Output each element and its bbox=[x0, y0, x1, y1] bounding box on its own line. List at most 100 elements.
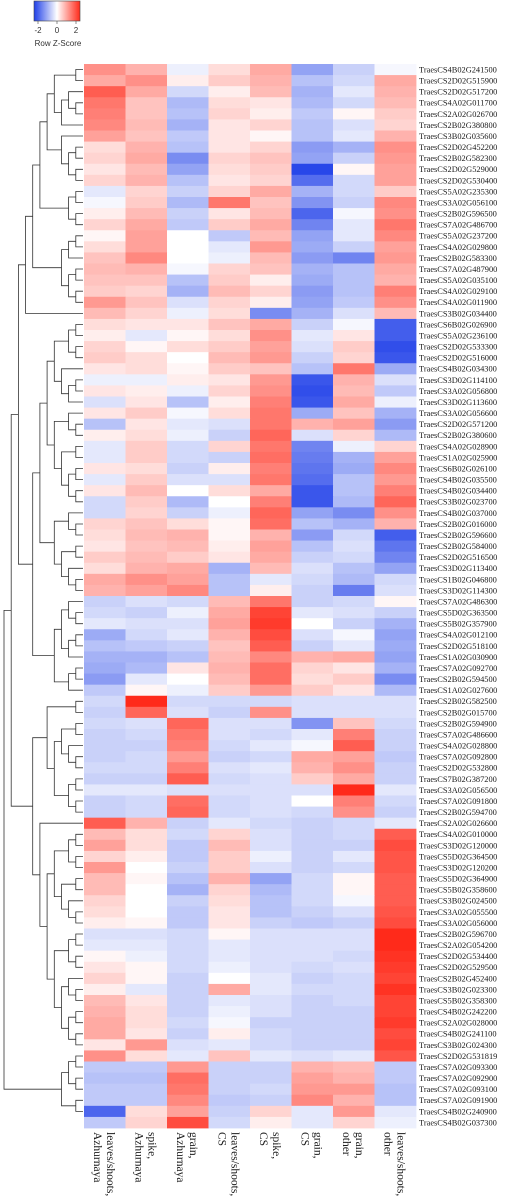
heatmap-cell bbox=[125, 152, 168, 165]
heatmap-cell bbox=[167, 363, 209, 375]
heatmap-cell bbox=[374, 1116, 417, 1129]
heatmap-cell bbox=[250, 263, 292, 275]
heatmap-cell bbox=[84, 485, 126, 497]
heatmap-cell bbox=[250, 296, 292, 309]
heatmap-cell bbox=[167, 828, 209, 841]
heatmap-cell bbox=[333, 862, 375, 874]
heatmap-cell bbox=[125, 285, 168, 298]
heatmap-cell bbox=[250, 75, 292, 87]
heatmap-cell bbox=[333, 451, 375, 464]
heatmap-cell bbox=[250, 773, 292, 785]
heatmap-cell bbox=[374, 208, 417, 220]
heatmap-cell bbox=[374, 529, 417, 541]
heatmap-cell bbox=[167, 1105, 209, 1118]
heatmap-cell bbox=[333, 684, 375, 697]
heatmap-cell bbox=[250, 318, 292, 331]
heatmap-cell bbox=[167, 440, 209, 453]
heatmap-cell bbox=[374, 717, 417, 730]
heatmap-cell bbox=[84, 296, 126, 309]
heatmap-cell bbox=[208, 562, 251, 575]
heatmap-cell bbox=[291, 607, 334, 619]
heatmap-cell bbox=[167, 219, 209, 231]
gene-label: TraesCS2D02G517200 bbox=[419, 88, 497, 97]
heatmap-cell bbox=[333, 1028, 375, 1040]
gene-label: TraesCS2D02G529000 bbox=[419, 165, 497, 174]
heatmap-cell bbox=[250, 562, 292, 575]
heatmap-cell bbox=[208, 762, 251, 774]
heatmap-cell bbox=[167, 762, 209, 774]
gene-label: TraesCS2D02G534400 bbox=[419, 952, 497, 961]
heatmap-cell bbox=[167, 1017, 209, 1029]
heatmap-cell bbox=[250, 573, 292, 586]
gene-label: TraesCS3A02G055500 bbox=[419, 908, 497, 917]
heatmap-cell bbox=[374, 1094, 417, 1107]
heatmap-cell bbox=[125, 97, 168, 109]
heatmap-cell bbox=[374, 463, 417, 475]
heatmap-cell bbox=[125, 928, 168, 940]
heatmap-cell bbox=[291, 928, 334, 940]
heatmap-cell bbox=[167, 995, 209, 1007]
heatmap-cell bbox=[84, 97, 126, 109]
gene-label: TraesCS2D02G530400 bbox=[419, 176, 497, 185]
heatmap-cell bbox=[291, 318, 334, 331]
heatmap-cell bbox=[208, 950, 251, 963]
heatmap-cell bbox=[84, 950, 126, 963]
heatmap-cell bbox=[291, 695, 334, 708]
heatmap-cell bbox=[291, 961, 334, 974]
heatmap-cell bbox=[374, 584, 417, 597]
heatmap-cell bbox=[208, 119, 251, 131]
heatmap-cell bbox=[125, 496, 168, 508]
heatmap-cell bbox=[374, 518, 417, 530]
heatmap-cell bbox=[374, 230, 417, 242]
gene-label: TraesCS4B02G034400 bbox=[419, 487, 497, 496]
heatmap-cell bbox=[125, 1061, 168, 1073]
heatmap-cell bbox=[374, 1028, 417, 1040]
heatmap-cell bbox=[333, 529, 375, 541]
heatmap-cell bbox=[125, 629, 168, 641]
heatmap-cell bbox=[167, 773, 209, 785]
heatmap-cell bbox=[208, 230, 251, 242]
heatmap-cell bbox=[333, 1105, 375, 1118]
heatmap-cell bbox=[167, 507, 209, 519]
color-key-gradient bbox=[33, 0, 81, 22]
heatmap-cell bbox=[291, 152, 334, 165]
heatmap-cell bbox=[374, 917, 417, 929]
heatmap-cell bbox=[333, 706, 375, 719]
heatmap-cell bbox=[167, 573, 209, 586]
heatmap-cell bbox=[333, 895, 375, 907]
heatmap-cell bbox=[333, 396, 375, 408]
heatmap-cell bbox=[250, 906, 292, 918]
heatmap-cell bbox=[208, 418, 251, 431]
heatmap-cell bbox=[250, 418, 292, 431]
heatmap-cell bbox=[208, 607, 251, 619]
heatmap-cell bbox=[333, 729, 375, 741]
heatmap-cell bbox=[333, 540, 375, 553]
heatmap-cell bbox=[167, 374, 209, 386]
gene-label: TraesCS2B02G582300 bbox=[419, 154, 497, 163]
heatmap-cell bbox=[291, 706, 334, 719]
heatmap-cell bbox=[125, 363, 168, 375]
heatmap-cell bbox=[84, 673, 126, 686]
heatmap-cell bbox=[333, 407, 375, 420]
heatmap-cell bbox=[291, 274, 334, 287]
heatmap-cell bbox=[208, 152, 251, 165]
heatmap-cell bbox=[291, 629, 334, 641]
heatmap-cell bbox=[125, 119, 168, 131]
heatmap-cell bbox=[208, 1017, 251, 1029]
heatmap-cell bbox=[167, 695, 209, 708]
dendrogram-branches bbox=[3, 69, 83, 1112]
heatmap-cell bbox=[84, 474, 126, 486]
heatmap-cell bbox=[333, 230, 375, 242]
heatmap-cell bbox=[374, 640, 417, 652]
heatmap-cell bbox=[208, 341, 251, 353]
heatmap-cell bbox=[374, 108, 417, 120]
heatmap-cells bbox=[84, 64, 417, 1129]
heatmap-cell bbox=[250, 1116, 292, 1129]
heatmap-cell bbox=[374, 1083, 417, 1096]
heatmap-cell bbox=[291, 751, 334, 763]
heatmap-cell bbox=[208, 1116, 251, 1129]
heatmap-cell bbox=[291, 474, 334, 486]
heatmap-cell bbox=[208, 862, 251, 874]
heatmap-cell bbox=[84, 773, 126, 785]
heatmap-cell bbox=[291, 773, 334, 785]
